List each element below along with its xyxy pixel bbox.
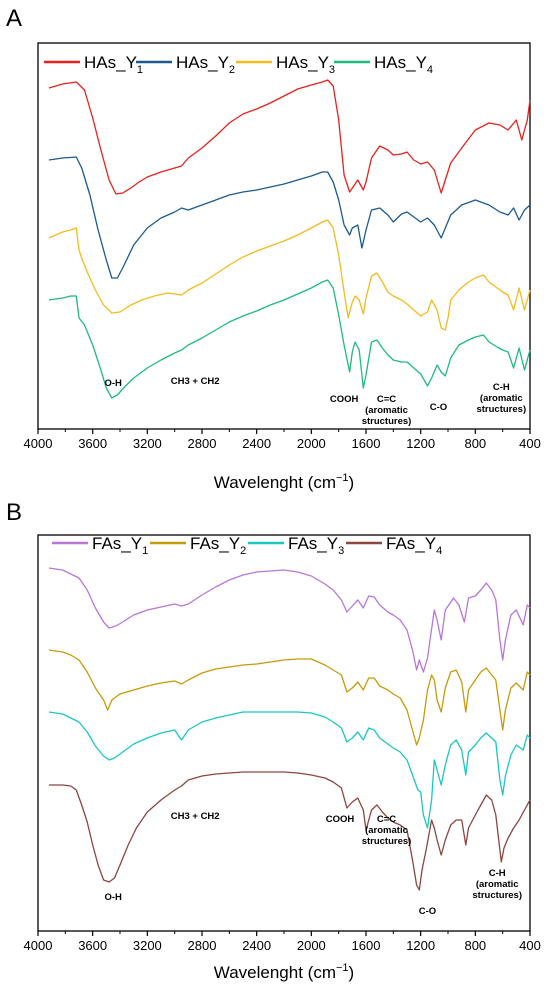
panel-b-x-tick-label-4000: 4000 [24,938,53,953]
panel-b-x-axis: 4000 3600 3200 2800 2400 2000 1600 1200 800 400 [24,931,541,953]
panel-a-annotation-4-line-2: (aromatic [365,405,408,416]
panel-b-annotation-3-line-1: COOH [326,814,355,825]
panel-a-annotation-4-line-3: structures) [362,416,412,427]
panel-b-x-tick-label-2400: 2400 [242,938,271,953]
panel-b-series-4-line [48,771,531,891]
panel-a-legend-label-2: HAs_Y2 [176,53,235,76]
panel-a-annotation-6-line-2: (aromatic [480,393,523,404]
panel-a-x-axis-title: Wavelenght (cm−1) [214,472,354,492]
panel-b-series-3-line [48,711,531,829]
panel-b-x-tick-label-2000: 2000 [297,938,326,953]
panel-b-annotation-5-line-1: C-O [419,906,436,917]
panel-a-x-tick-label-2400: 2400 [242,436,271,451]
panel-a-x-tick-label-400: 400 [519,436,541,451]
panel-b-annotation-1-line-1: O-H [104,892,122,903]
panel-a-x-axis: 4000 3600 3200 2800 2400 2000 1600 1200 800 400 [24,429,541,451]
panel-b-letter: B [6,499,22,526]
panel-a-series-1-line [48,79,531,195]
panel-b-series-2-line [48,649,531,746]
panel-b-legend-label-2: FAs_Y2 [190,534,246,557]
panel-b-legend-label-3: FAs_Y3 [288,534,344,557]
panel-b-x-tick-label-2800: 2800 [188,938,217,953]
panel-a-series-4-line [48,279,531,399]
panel-b-series-1-line [48,567,531,673]
panel-a-annotation-1-line-1: O-H [104,378,122,389]
panel-b-annotation-6-line-2: (aromatic [476,879,519,890]
panel-b: B FAs_Y1 FAs_Y2 FAs_Y3 FAs_Y4 O-H CH3 + CH2 C… [6,499,541,982]
panel-a-series [48,79,531,399]
panel-b-x-tick-label-800: 800 [464,938,486,953]
panel-b-legend-label-4: FAs_Y4 [386,534,442,557]
panel-a-annotation-3-line-1: COOH [330,394,359,405]
panel-b-x-tick-label-1600: 1600 [352,938,381,953]
panel-a-x-tick-label-4000: 4000 [24,436,53,451]
panel-a-legend-label-4: HAs_Y4 [374,53,433,76]
panel-a-annotation-5-line-1: C-O [430,402,447,413]
panel-b-plot-frame [37,534,531,932]
panel-b-annotation-4-line-2: (aromatic [365,825,408,836]
panel-b-annotation-6-line-3: structures) [472,890,522,901]
panel-b-x-axis-title: Wavelenght (cm−1) [214,962,354,982]
panel-a-annotation-6-line-1: C-H [493,382,510,393]
panel-a-x-tick-label-2000: 2000 [297,436,326,451]
panel-b-series [48,567,531,891]
panel-a-series-2-line [48,156,531,279]
panel-a-legend-label-1: HAs_Y1 [84,53,143,76]
panel-b-legend-label-1: FAs_Y1 [92,534,148,557]
panel-b-annotation-4-line-1: C=C [377,814,396,825]
panel-b-x-tick-label-3600: 3600 [78,938,107,953]
panel-a-legend: HAs_Y1 HAs_Y2 HAs_Y3 HAs_Y4 [44,53,433,76]
panel-a-series-3-line [48,219,531,331]
panel-a-x-tick-label-3600: 3600 [78,436,107,451]
panel-a: A HAs_Y1 HAs_Y2 HAs_Y3 HAs_Y4 O-H CH3 + CH2 C… [6,5,541,492]
panel-b-x-tick-label-400: 400 [519,938,541,953]
panel-a-annotation-6-line-3: structures) [476,404,526,415]
panel-b-annotation-2-line-1: CH3 + CH2 [171,811,220,822]
panel-a-x-tick-label-1200: 1200 [406,436,435,451]
panel-a-x-tick-label-800: 800 [464,436,486,451]
panel-a-x-tick-label-1600: 1600 [352,436,381,451]
panel-b-x-tick-label-3200: 3200 [133,938,162,953]
panel-a-legend-label-3: HAs_Y3 [276,53,335,76]
panel-a-annotation-2-line-1: CH3 + CH2 [171,376,220,387]
panel-b-annotation-6-line-1: C-H [489,868,506,879]
panel-b-legend: FAs_Y1 FAs_Y2 FAs_Y3 FAs_Y4 [52,534,442,557]
panel-a-x-tick-label-3200: 3200 [133,436,162,451]
panel-a-x-tick-label-2800: 2800 [188,436,217,451]
panel-a-letter: A [6,5,22,32]
panel-a-plot-frame [37,42,531,430]
panel-b-annotation-4-line-3: structures) [362,836,412,847]
panel-b-x-tick-label-1200: 1200 [406,938,435,953]
panel-a-annotation-4-line-1: C=C [377,394,396,405]
